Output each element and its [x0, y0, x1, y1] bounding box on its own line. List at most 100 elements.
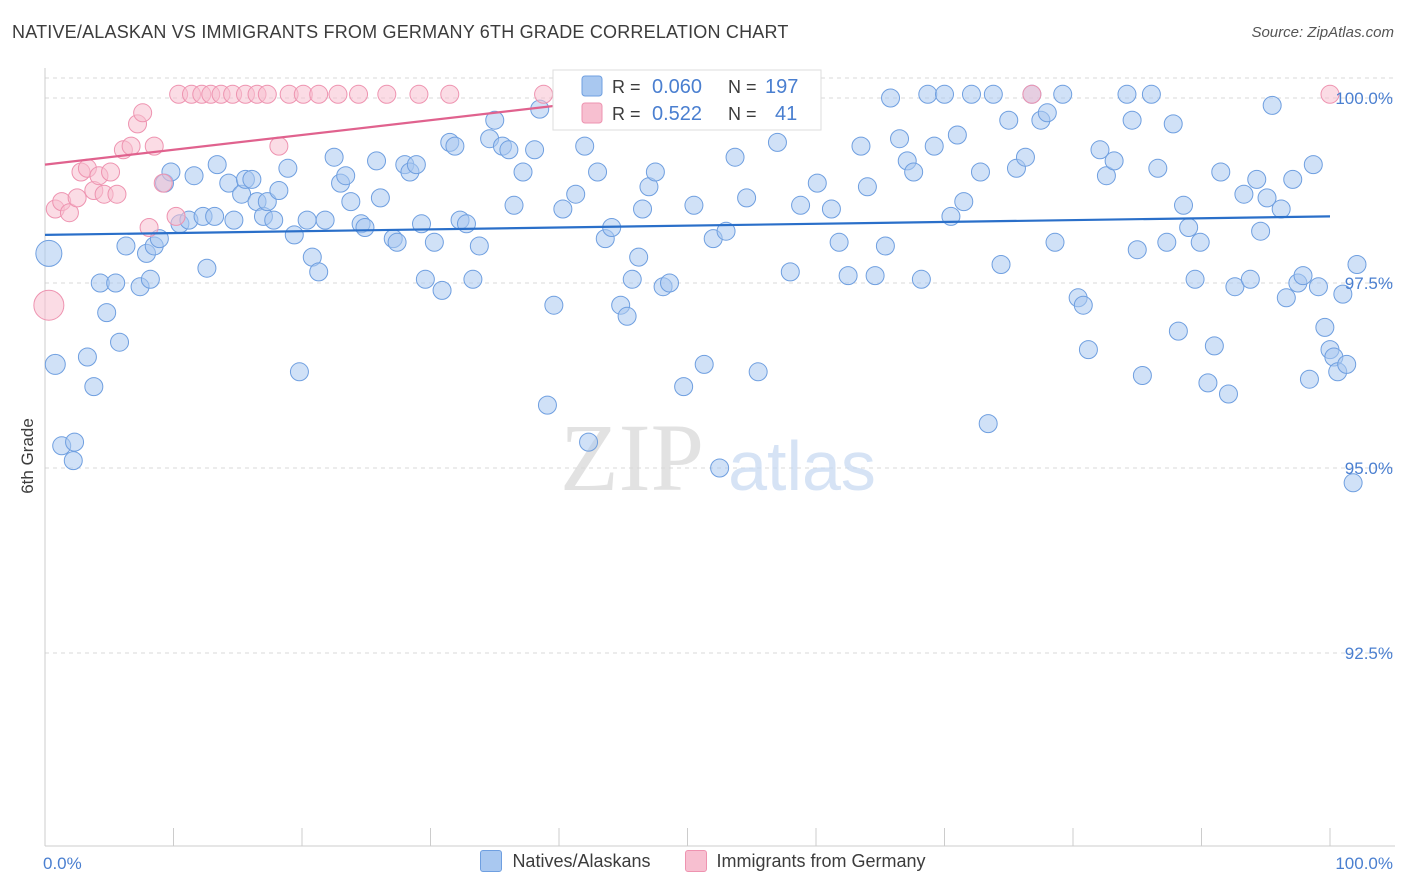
point-natives: [499, 140, 519, 160]
point-germany: [121, 136, 141, 156]
point-germany: [133, 103, 153, 123]
point-natives: [469, 236, 489, 256]
point-natives: [1045, 232, 1065, 252]
point-natives: [748, 362, 768, 382]
stats-r-label-blue: R =: [612, 77, 641, 97]
point-natives: [445, 136, 465, 156]
point-natives: [1211, 162, 1231, 182]
watermark: ZIP atlas: [560, 404, 876, 511]
point-natives: [324, 147, 344, 167]
point-natives: [35, 239, 63, 267]
point-natives: [309, 262, 329, 282]
watermark-atlas: atlas: [728, 427, 876, 505]
point-germany: [33, 289, 65, 321]
legend-entry-germany: Immigrants from Germany: [684, 850, 926, 872]
point-natives: [504, 195, 524, 215]
point-natives: [1117, 84, 1137, 104]
point-natives: [924, 136, 944, 156]
point-natives: [242, 169, 262, 189]
point-natives: [991, 255, 1011, 274]
point-natives: [865, 266, 885, 286]
point-natives: [1251, 221, 1271, 241]
chart-source: Source: ZipAtlas.com: [1251, 24, 1394, 41]
point-natives: [97, 303, 117, 323]
point-natives: [44, 353, 66, 375]
legend-entry-natives: Natives/Alaskans: [480, 850, 651, 872]
point-natives: [1141, 84, 1161, 104]
point-natives: [1303, 155, 1323, 175]
point-natives: [1247, 169, 1267, 189]
point-germany: [269, 136, 289, 156]
point-natives: [1240, 269, 1260, 289]
point-germany: [1022, 84, 1042, 104]
point-natives: [1096, 166, 1116, 186]
point-natives: [1104, 151, 1124, 171]
tick-labels: 100.0% 97.5% 95.0% 92.5% 0.0% 100.0%: [43, 89, 1393, 873]
point-natives: [1276, 288, 1296, 308]
point-germany: [309, 84, 329, 104]
point-natives: [1132, 366, 1152, 385]
y-tick-label: 95.0%: [1345, 459, 1393, 478]
point-natives: [978, 414, 998, 434]
point-natives: [424, 232, 444, 252]
point-natives: [412, 214, 432, 234]
point-natives: [1225, 277, 1245, 297]
point-natives: [1179, 218, 1199, 237]
point-natives: [264, 210, 284, 230]
legend-label-natives: Natives/Alaskans: [512, 850, 651, 871]
stats-r-label-pink: R =: [612, 104, 641, 124]
stats-r-value-pink: 0.522: [652, 103, 702, 125]
point-natives: [935, 84, 954, 104]
series-legend: Natives/Alaskans Immigrants from Germany: [0, 850, 1406, 872]
point-natives: [1168, 321, 1188, 341]
point-natives: [694, 354, 714, 374]
point-natives: [851, 136, 871, 156]
point-natives: [633, 199, 653, 219]
point-natives: [224, 210, 244, 230]
y-axis-title: 6th Grade: [18, 418, 37, 494]
trendline-natives: [44, 215, 1331, 236]
point-germany: [67, 188, 87, 208]
point-natives: [1257, 188, 1277, 208]
point-natives: [970, 162, 990, 182]
point-natives: [1271, 199, 1291, 219]
point-natives: [710, 458, 730, 478]
point-natives: [1293, 266, 1313, 286]
point-natives: [289, 362, 309, 382]
point-natives: [838, 266, 858, 286]
point-natives: [829, 232, 849, 252]
point-natives: [1198, 373, 1218, 393]
point-natives: [807, 173, 827, 193]
point-germany: [534, 84, 554, 104]
point-natives: [544, 295, 564, 315]
point-natives: [617, 306, 637, 326]
stats-n-label-pink: N =: [728, 104, 757, 124]
point-natives: [629, 247, 649, 267]
point-natives: [1053, 84, 1073, 104]
point-natives: [961, 84, 981, 104]
point-germany: [101, 162, 121, 182]
point-germany: [1320, 84, 1340, 104]
point-natives: [415, 269, 435, 289]
point-natives: [1090, 140, 1110, 160]
point-natives: [918, 84, 938, 104]
y-tick-label: 97.5%: [1345, 274, 1393, 293]
point-natives: [269, 181, 289, 200]
point-natives: [336, 166, 356, 186]
stats-n-value-blue: 197: [765, 76, 798, 98]
point-germany: [440, 84, 460, 104]
point-natives: [140, 269, 160, 289]
x-tick-label: 100.0%: [1335, 854, 1393, 873]
stats-legend-swatch-blue: [581, 75, 603, 97]
point-natives: [406, 155, 426, 175]
point-natives: [1174, 195, 1194, 215]
point-natives: [387, 232, 407, 252]
point-natives: [725, 147, 745, 167]
point-natives: [65, 432, 85, 452]
point-germany: [107, 184, 127, 204]
point-natives: [63, 451, 83, 471]
point-natives: [205, 206, 225, 226]
point-natives: [821, 199, 841, 219]
point-natives: [1157, 232, 1177, 252]
